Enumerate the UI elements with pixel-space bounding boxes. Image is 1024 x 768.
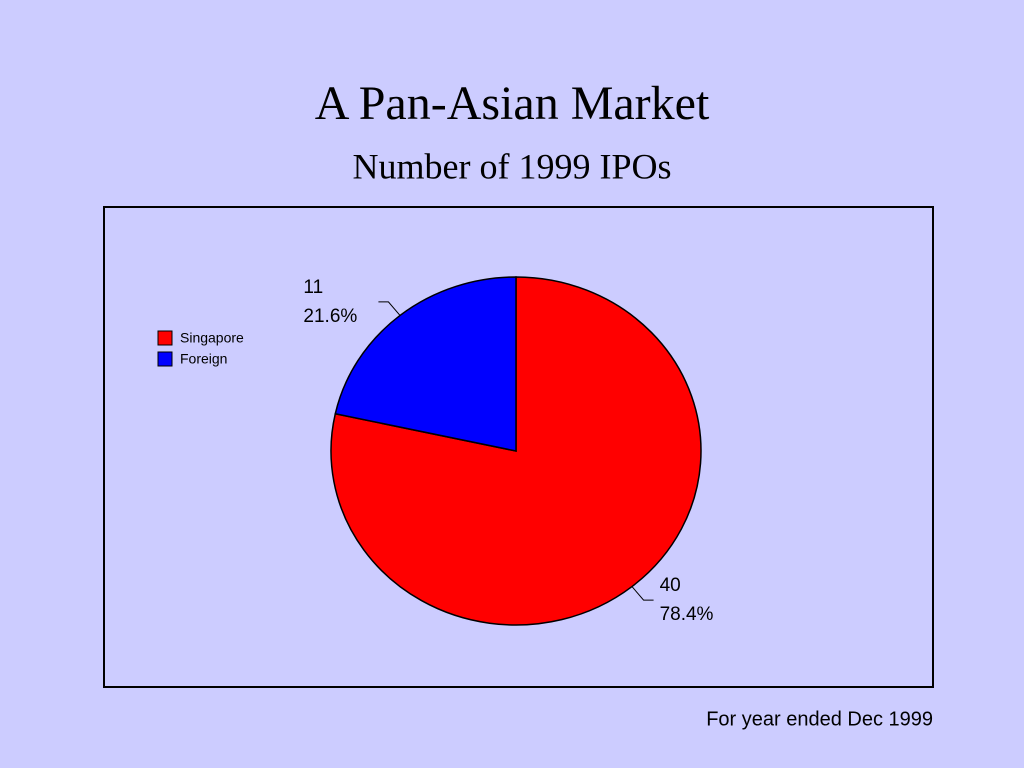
legend-label: Foreign <box>180 351 227 367</box>
legend-label: Singapore <box>180 330 244 346</box>
chart-title: A Pan-Asian Market <box>315 77 710 130</box>
footnote: For year ended Dec 1999 <box>706 708 933 730</box>
chart-frame <box>103 206 934 688</box>
leader-line <box>631 586 654 601</box>
legend-swatch <box>157 351 173 367</box>
percent-label: 78.4% <box>660 604 714 625</box>
percent-label: 21.6% <box>303 306 357 327</box>
data-label: 40 <box>660 575 681 596</box>
pie-slice <box>334 276 517 452</box>
legend-swatch <box>157 330 173 346</box>
leader-line <box>378 301 401 316</box>
data-label: 11 <box>303 277 323 298</box>
chart-subtitle: Number of 1999 IPOs <box>353 146 672 186</box>
